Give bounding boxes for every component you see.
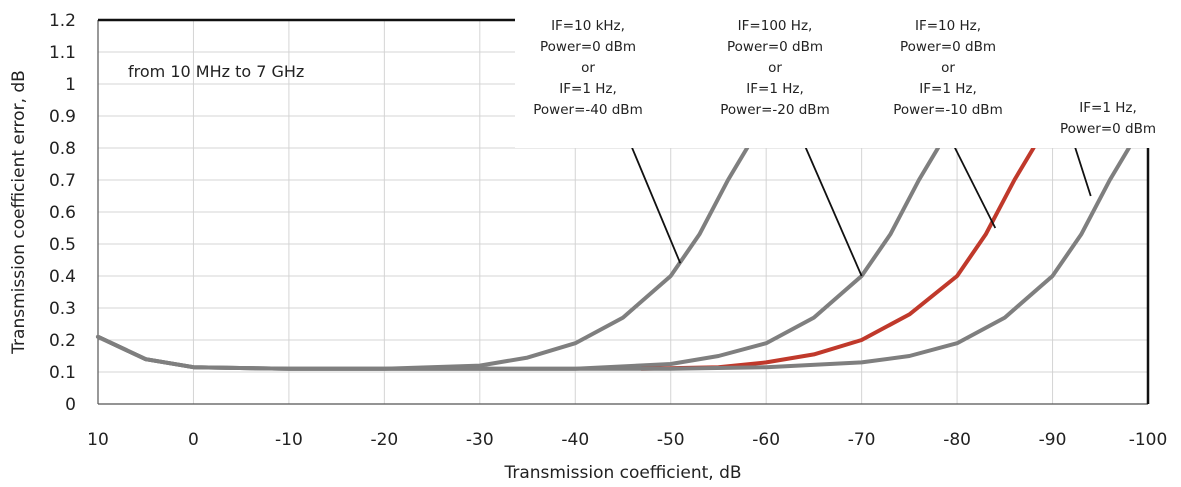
series-line (640, 146, 1036, 371)
x-tick-label: -100 (1129, 430, 1168, 450)
annotation-line: IF=1 Hz, (919, 81, 976, 97)
annotation-leaders (627, 137, 1092, 277)
series-line (96, 146, 1131, 371)
x-tick-label: -50 (657, 430, 685, 450)
y-tick-label: 0 (65, 395, 76, 415)
annotation-labels: IF=10 kHz, Power=0 dBm or IF=1 Hz, Power=-40… (533, 18, 1156, 137)
y-tick-label: 0.5 (49, 235, 76, 255)
annotation-line: or (581, 60, 595, 76)
x-tick-label: -60 (752, 430, 780, 450)
annotation-line: Power=0 dBm (900, 39, 996, 55)
annotation-leader (804, 145, 863, 277)
annotation-background (515, 12, 1170, 148)
x-tick-label: -80 (943, 430, 971, 450)
x-tick-label: -10 (275, 430, 303, 450)
annotation-leader (627, 137, 682, 264)
series-lines (96, 146, 1131, 371)
x-tick-label: -40 (561, 430, 589, 450)
y-tick-label: 0.1 (49, 363, 76, 383)
annotation-line: Power=0 dBm (1060, 121, 1156, 137)
annotation-line: IF=100 Hz, (738, 18, 813, 34)
y-tick-label: 0.4 (49, 267, 76, 287)
x-tick-label: 0 (188, 430, 199, 450)
annotation-line: IF=1 Hz, (1079, 100, 1136, 116)
annotation-line: IF=10 kHz, (551, 18, 625, 34)
x-tick-label: -30 (466, 430, 494, 450)
y-tick-label: 1 (65, 75, 76, 95)
annotation-leader (1074, 146, 1092, 197)
frequency-range-note: from 10 MHz to 7 GHz (128, 62, 304, 81)
annotation-line: Power=0 dBm (727, 39, 823, 55)
y-tick-label: 0.2 (49, 331, 76, 351)
annotation-line: IF=1 Hz, (559, 81, 616, 97)
annotation-line: Power=-10 dBm (893, 102, 1002, 118)
annotation-line: IF=10 Hz, (915, 18, 981, 34)
annotation-line: or (941, 60, 955, 76)
x-tick-label: 10 (87, 430, 109, 450)
x-tick-label: -20 (370, 430, 398, 450)
annotation-line: or (768, 60, 782, 76)
annotation-line: Power=-40 dBm (533, 102, 642, 118)
x-tick-label: -90 (1039, 430, 1067, 450)
annotation-line: IF=1 Hz, (746, 81, 803, 97)
y-tick-label: 1.2 (49, 11, 76, 31)
annotation-line: Power=-20 dBm (720, 102, 829, 118)
y-tick-labels: 0 0.1 0.2 0.3 0.4 0.5 0.6 0.7 0.8 0.9 1 1.1 1.2 (49, 11, 76, 415)
y-tick-label: 0.3 (49, 299, 76, 319)
x-tick-label: -70 (848, 430, 876, 450)
series-line (96, 146, 940, 371)
y-tick-label: 1.1 (49, 43, 76, 63)
series-line (96, 146, 750, 371)
y-tick-label: 0.9 (49, 107, 76, 127)
y-tick-label: 0.8 (49, 139, 76, 159)
annotation-line: Power=0 dBm (540, 39, 636, 55)
annotation-leader (949, 137, 997, 229)
y-tick-label: 0.7 (49, 171, 76, 191)
y-axis-title: Transmission coefficient error, dB (9, 70, 29, 355)
x-tick-labels: 10 0 -10 -20 -30 -40 -50 -60 -70 -80 -90 -100 (87, 430, 1167, 450)
x-axis-title: Transmission coefficient, dB (503, 463, 741, 483)
y-tick-label: 0.6 (49, 203, 76, 223)
